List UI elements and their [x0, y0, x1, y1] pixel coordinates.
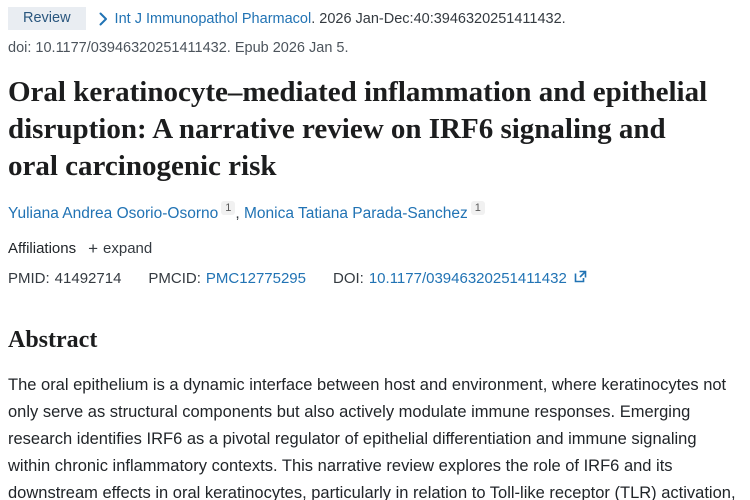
citation-text: . 2026 Jan-Dec:40:3946320251411432. — [311, 10, 566, 27]
article-meta-row: Review Int J Immunopathol Pharmacol. 202… — [8, 7, 740, 30]
pmid-item: PMID: 41492714 — [8, 270, 121, 287]
pmid-label: PMID: — [8, 270, 50, 287]
authors-list: Yuliana Andrea Osorio-Osorno 1, Monica Ta… — [8, 201, 740, 223]
publication-type-badge: Review — [8, 7, 86, 30]
author-affiliation-sup-2[interactable]: 1 — [470, 201, 485, 215]
chevron-right-icon — [99, 12, 108, 26]
abstract-heading: Abstract — [8, 327, 98, 353]
pmid-value: 41492714 — [54, 270, 122, 287]
author-affiliation-sup-1[interactable]: 1 — [221, 201, 236, 215]
doi-line: doi: 10.1177/03946320251411432. Epub 202… — [8, 40, 349, 56]
journal-link[interactable]: Int J Immunopathol Pharmacol — [114, 10, 312, 27]
pmcid-label: PMCID: — [148, 270, 201, 287]
affiliations-row: Affiliations + expand — [8, 240, 740, 257]
journal-citation: Int J Immunopathol Pharmacol. 2026 Jan-D… — [115, 11, 566, 27]
pmcid-link[interactable]: PMC12775295 — [205, 270, 306, 287]
author-link-2[interactable]: Monica Tatiana Parada-Sanchez — [243, 205, 468, 222]
abstract-text: The oral epithelium is a dynamic interfa… — [8, 376, 736, 500]
plus-icon: + — [88, 239, 99, 258]
author-link-1[interactable]: Yuliana Andrea Osorio-Osorno — [8, 205, 219, 222]
doi-item: DOI: 10.1177/03946320251411432 — [333, 270, 587, 287]
article-title: Oral keratinocyte–mediated inflammation … — [8, 76, 708, 182]
doi-link[interactable]: 10.1177/03946320251411432 — [368, 270, 567, 287]
external-link-icon — [574, 270, 587, 287]
pmcid-item: PMCID: PMC12775295 — [148, 270, 306, 287]
expand-affiliations-button[interactable]: + expand — [88, 240, 152, 257]
identifiers-row: PMID: 41492714 PMCID: PMC12775295 DOI: 1… — [8, 270, 740, 287]
author-separator: , — [235, 205, 244, 222]
doi-label: DOI: — [333, 270, 364, 287]
affiliations-label: Affiliations — [8, 240, 77, 257]
expand-label: expand — [103, 240, 153, 257]
